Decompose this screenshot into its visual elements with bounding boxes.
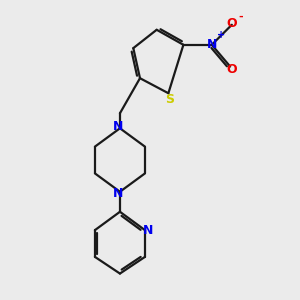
- Text: +: +: [217, 31, 225, 40]
- Text: N: N: [113, 187, 124, 200]
- Text: N: N: [207, 38, 217, 51]
- Text: N: N: [142, 224, 153, 237]
- Text: O: O: [226, 63, 237, 76]
- Text: S: S: [166, 93, 175, 106]
- Text: N: N: [113, 120, 124, 133]
- Text: O: O: [226, 16, 237, 30]
- Text: -: -: [239, 11, 244, 21]
